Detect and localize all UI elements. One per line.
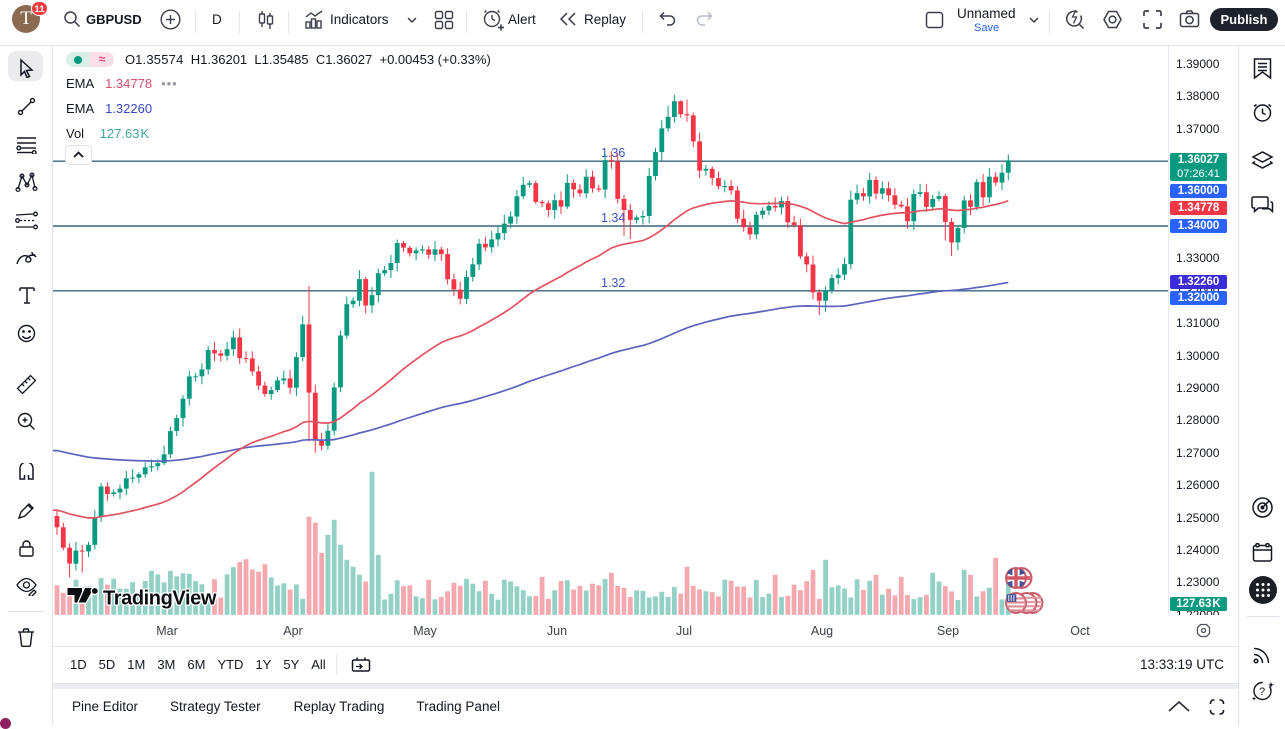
svg-text:May: May bbox=[413, 624, 437, 638]
svg-text:1.32: 1.32 bbox=[601, 276, 625, 290]
svg-text:Jun: Jun bbox=[547, 624, 567, 638]
svg-text:Apr: Apr bbox=[283, 624, 302, 638]
svg-text:Jul: Jul bbox=[676, 624, 692, 638]
svg-text:1.34: 1.34 bbox=[601, 211, 625, 225]
svg-text:Sep: Sep bbox=[937, 624, 959, 638]
svg-text:?: ? bbox=[1259, 686, 1265, 698]
svg-text:1.36: 1.36 bbox=[601, 146, 625, 160]
svg-text:Oct: Oct bbox=[1070, 624, 1090, 638]
svg-text:TradingView: TradingView bbox=[103, 588, 217, 610]
svg-text:Aug: Aug bbox=[811, 624, 833, 638]
svg-text:Mar: Mar bbox=[156, 624, 178, 638]
